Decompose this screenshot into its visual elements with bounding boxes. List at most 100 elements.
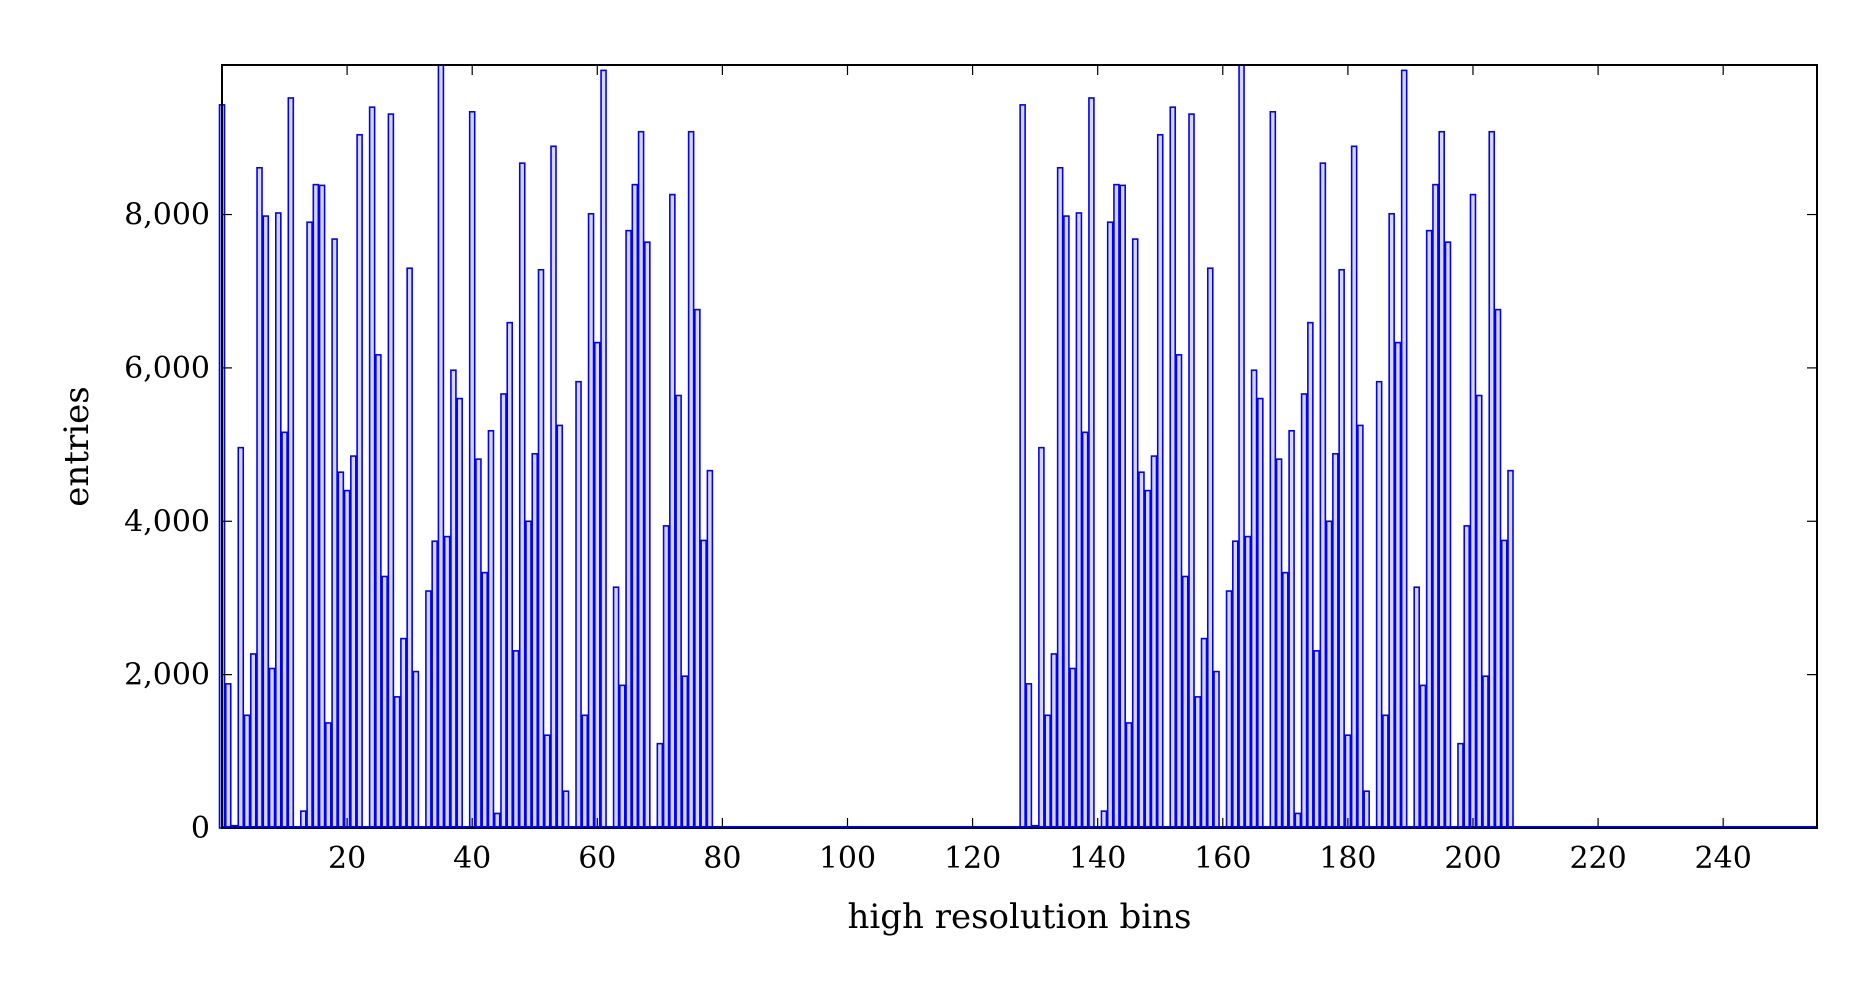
y-tick-label: 0 (191, 811, 210, 846)
histogram-bar (1231, 540, 1239, 829)
histogram-bar (1400, 69, 1408, 829)
histogram-bar (593, 341, 601, 829)
histogram-bar (1363, 790, 1370, 829)
histogram-bar (562, 790, 570, 829)
histogram-bar (1244, 535, 1252, 829)
histogram-bar (543, 734, 551, 829)
histogram-bar (531, 452, 539, 829)
histogram-bar (437, 64, 445, 829)
histogram-bar (1325, 520, 1333, 829)
histogram-bar (637, 130, 645, 829)
x-tick-label: 60 (578, 841, 616, 876)
histogram-bar (1131, 238, 1139, 829)
histogram-bar (644, 241, 651, 829)
histogram-bar (256, 166, 263, 829)
histogram-bar (656, 742, 664, 829)
histogram-bar (1269, 110, 1277, 829)
histogram-bar (249, 653, 257, 829)
y-axis-label: entries (57, 386, 97, 506)
histogram-bar (1119, 184, 1126, 829)
histogram-bar (368, 106, 376, 829)
histogram-bar (537, 268, 545, 829)
histogram-bar (237, 446, 245, 829)
x-tick-label: 120 (944, 841, 1001, 876)
histogram-bar (587, 212, 595, 829)
x-tick-label: 220 (1569, 841, 1626, 876)
histogram-bar (331, 238, 338, 829)
histogram-bar (1288, 429, 1295, 829)
histogram-bar (1050, 653, 1058, 829)
histogram-bar (1419, 684, 1427, 829)
histogram-bar (1463, 525, 1471, 829)
histogram-bar (1069, 667, 1076, 829)
histogram-bar (1175, 354, 1183, 829)
histogram-bar (281, 431, 288, 829)
histogram-bar (1113, 183, 1120, 829)
histogram-bar (1313, 650, 1320, 829)
histogram-bar (681, 675, 689, 829)
y-tick-label: 6,000 (124, 351, 210, 386)
histogram-bar (1382, 714, 1389, 829)
histogram-bar (1156, 133, 1164, 829)
histogram-bar (1282, 571, 1289, 829)
histogram-bar (450, 369, 457, 829)
histogram-bar (1413, 586, 1420, 829)
y-tick-label: 8,000 (124, 198, 210, 233)
histogram-bar (1394, 341, 1402, 829)
histogram-bar (287, 97, 295, 829)
histogram-bar (1075, 212, 1083, 829)
histogram-bar (706, 469, 714, 829)
histogram-bar (387, 113, 395, 829)
histogram-bar (619, 684, 626, 829)
x-tick-label: 80 (703, 841, 741, 876)
histogram-bar (1375, 380, 1383, 829)
histogram-bar (1238, 64, 1245, 829)
histogram-bar (631, 183, 639, 829)
histogram-bar (687, 130, 695, 829)
histogram-bar (600, 69, 607, 829)
histogram-bar (300, 810, 307, 829)
plot-frame (221, 64, 1818, 829)
histogram-bar (1500, 539, 1508, 829)
histogram-bar (1425, 229, 1433, 829)
y-tick-label: 4,000 (124, 504, 210, 539)
histogram-bar (1106, 221, 1114, 829)
histogram-bar (468, 110, 476, 829)
histogram-bar (525, 520, 532, 829)
histogram-bar (700, 539, 707, 829)
histogram-bar (1138, 471, 1145, 829)
bars-group (218, 64, 1817, 829)
histogram-bar (556, 424, 564, 829)
y-tick-label: 2,000 (124, 658, 210, 693)
histogram-bar (412, 670, 420, 829)
x-axis-label: high resolution bins (847, 897, 1191, 937)
histogram-bar (1307, 321, 1314, 829)
histogram-bar (625, 229, 632, 829)
histogram-bar (393, 696, 401, 829)
histogram-bar (1169, 106, 1177, 829)
histogram-bar (1100, 810, 1108, 829)
histogram-bar (350, 455, 357, 829)
histogram-bar (1081, 431, 1089, 829)
x-tick-label: 40 (453, 841, 491, 876)
histogram-bar (325, 722, 332, 829)
histogram-bar (1319, 162, 1327, 829)
histogram-bar (1432, 183, 1439, 829)
x-tick-label: 100 (819, 841, 876, 876)
histogram-bar (1206, 267, 1214, 829)
histogram-bar (1300, 393, 1308, 829)
histogram-bar (506, 321, 514, 829)
histogram-bar (1275, 458, 1283, 829)
histogram-bar (550, 145, 557, 829)
histogram-bar (224, 683, 232, 829)
histogram-bar (343, 489, 351, 829)
histogram-bar (318, 184, 326, 829)
x-tick-label: 160 (1194, 841, 1251, 876)
histogram-bar (1294, 812, 1302, 829)
histogram-bar (675, 394, 682, 829)
histogram-bar (1056, 166, 1064, 829)
x-tick-label: 20 (328, 841, 366, 876)
y-axis-ticks: 0 2,000 4,000 6,000 8,000 (124, 198, 1817, 846)
histogram-bar (1350, 145, 1358, 829)
